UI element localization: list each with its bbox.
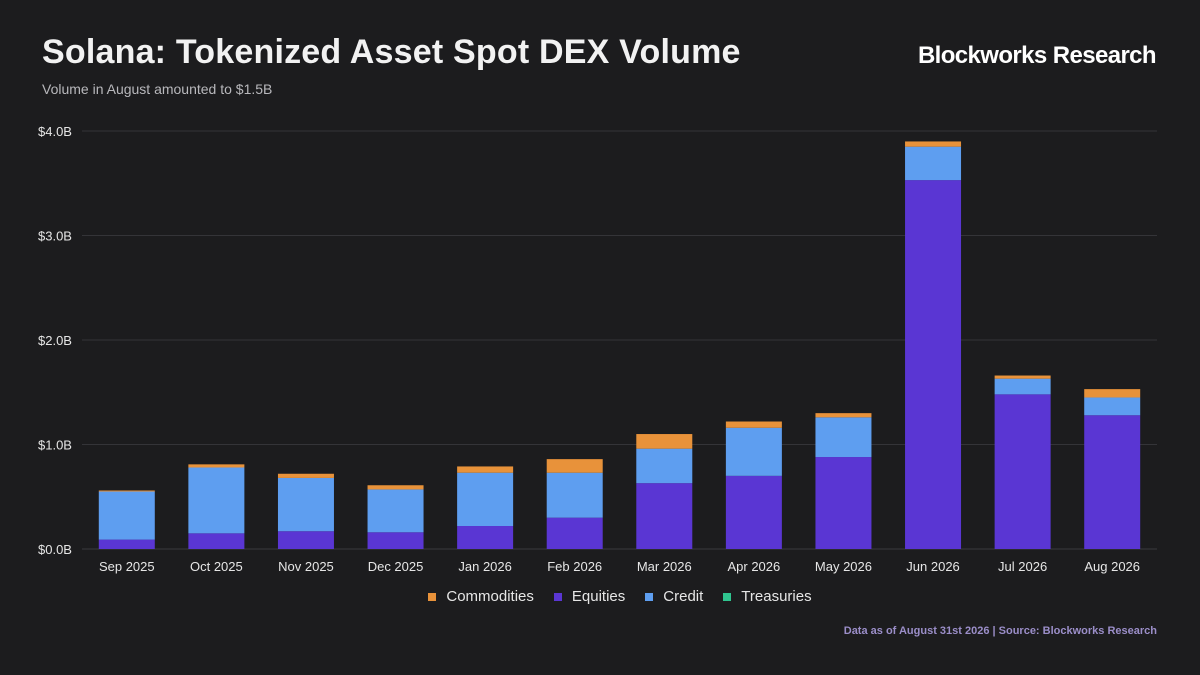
- chart-legend: Commodities Equities Credit Treasuries: [0, 588, 1200, 605]
- legend-swatch: [645, 592, 654, 601]
- y-tick-label: $0.0B: [38, 542, 72, 557]
- bar-segment-credit: [98, 491, 155, 540]
- y-tick-label: $3.0B: [38, 229, 72, 244]
- legend-item-treasuries[interactable]: Treasuries: [723, 588, 812, 605]
- legend-label: Credit: [663, 588, 704, 605]
- bar-segment-equities: [725, 475, 782, 549]
- bar-segment-commodities: [546, 459, 603, 473]
- legend-swatch: [553, 592, 562, 601]
- bar-segment-commodities: [1084, 389, 1141, 398]
- bar-segment-commodities: [277, 473, 334, 478]
- legend-swatch: [428, 592, 437, 601]
- x-tick-label: Oct 2025: [190, 559, 243, 574]
- x-tick-label: Mar 2026: [637, 559, 692, 574]
- bar-segment-credit: [546, 472, 603, 518]
- bar-segment-credit: [636, 448, 693, 484]
- bar-segment-equities: [277, 531, 334, 549]
- y-tick-label: $4.0B: [38, 124, 72, 139]
- x-tick-label: Feb 2026: [547, 559, 602, 574]
- bar-segment-commodities: [725, 421, 782, 428]
- x-tick-label: Nov 2025: [278, 559, 334, 574]
- bar-segment-credit: [1084, 397, 1141, 416]
- x-tick-label: Jun 2026: [906, 559, 960, 574]
- bar-segment-credit: [367, 489, 424, 533]
- bar-segment-equities: [188, 533, 245, 549]
- legend-item-equities[interactable]: Equities: [553, 588, 626, 605]
- bar-segment-equities: [546, 517, 603, 549]
- x-tick-label: Aug 2026: [1084, 559, 1140, 574]
- legend-label: Treasuries: [741, 588, 812, 605]
- y-tick-label: $2.0B: [38, 333, 72, 348]
- bar-segment-commodities: [367, 485, 424, 490]
- bar-segment-credit: [277, 477, 334, 532]
- x-tick-label: Apr 2026: [727, 559, 780, 574]
- bar-segment-equities: [815, 457, 872, 549]
- bar-segment-equities: [636, 483, 693, 549]
- bar-segment-commodities: [188, 464, 245, 468]
- bar-segment-credit: [188, 467, 245, 534]
- bar-segment-commodities: [905, 141, 962, 147]
- bar-segment-commodities: [636, 434, 693, 449]
- bar-segment-credit: [457, 472, 514, 527]
- bar-segment-equities: [367, 532, 424, 549]
- bar-segment-commodities: [457, 466, 514, 473]
- bar-segment-credit: [994, 378, 1051, 395]
- bar-segment-equities: [98, 539, 155, 549]
- y-tick-label: $1.0B: [38, 438, 72, 453]
- source-footnote: Data as of August 31st 2026 | Source: Bl…: [843, 625, 1157, 637]
- bar-segment-credit: [815, 417, 872, 458]
- x-tick-label: May 2026: [815, 559, 872, 574]
- x-tick-label: Jan 2026: [458, 559, 512, 574]
- bar-segment-equities: [1084, 415, 1141, 549]
- chart-title: Solana: Tokenized Asset Spot DEX Volume: [42, 33, 741, 71]
- bar-segment-equities: [994, 394, 1051, 549]
- chart-subtitle: Volume in August amounted to $1.5B: [42, 81, 273, 97]
- legend-label: Equities: [571, 588, 626, 605]
- legend-swatch: [723, 592, 732, 601]
- bar-segment-credit: [725, 427, 782, 476]
- bar-segment-commodities: [815, 413, 872, 418]
- x-tick-label: Sep 2025: [99, 559, 155, 574]
- bar-segment-commodities: [98, 490, 155, 492]
- bar-segment-equities: [905, 180, 962, 550]
- legend-item-commodities[interactable]: Commodities: [428, 588, 534, 605]
- legend-label: Commodities: [446, 588, 534, 605]
- bar-segment-equities: [457, 526, 514, 549]
- bar-segment-credit: [905, 146, 962, 181]
- x-tick-label: Jul 2026: [998, 559, 1047, 574]
- bar-segment-commodities: [994, 375, 1051, 379]
- x-tick-label: Dec 2025: [368, 559, 424, 574]
- legend-item-credit[interactable]: Credit: [645, 588, 703, 605]
- brand-logo: Blockworks Research: [917, 42, 1157, 69]
